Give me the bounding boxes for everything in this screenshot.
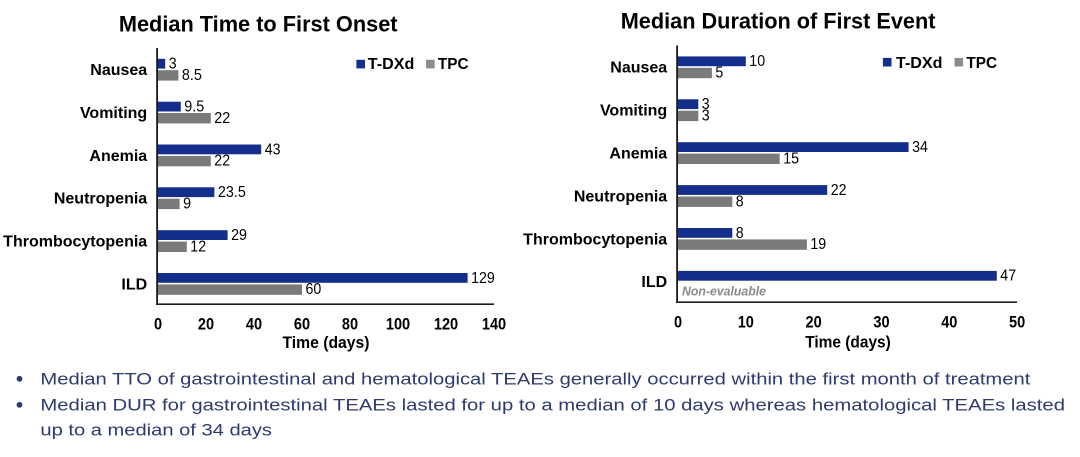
svg-text:Time (days): Time (days) — [805, 334, 891, 352]
svg-text:Vomiting: Vomiting — [80, 105, 147, 122]
svg-text:0: 0 — [674, 313, 682, 332]
svg-text:8.5: 8.5 — [182, 67, 202, 84]
svg-text:0: 0 — [154, 315, 162, 334]
svg-text:Thrombocytopenia: Thrombocytopenia — [523, 231, 667, 248]
svg-text:Neutropenia: Neutropenia — [54, 191, 147, 208]
svg-text:129: 129 — [471, 270, 495, 287]
svg-text:10: 10 — [749, 53, 765, 70]
svg-text:29: 29 — [231, 227, 247, 244]
svg-text:20: 20 — [198, 315, 214, 334]
svg-text:Time (days): Time (days) — [283, 334, 370, 352]
svg-text:19: 19 — [810, 236, 826, 253]
svg-text:80: 80 — [342, 315, 358, 334]
svg-text:T-DXd: T-DXd — [368, 56, 415, 73]
svg-text:Anemia: Anemia — [89, 148, 147, 165]
svg-text:9.5: 9.5 — [184, 99, 204, 116]
svg-text:8: 8 — [736, 225, 744, 242]
svg-text:22: 22 — [831, 182, 847, 199]
svg-text:8: 8 — [736, 193, 744, 210]
svg-text:3: 3 — [702, 108, 710, 125]
svg-text:43: 43 — [265, 141, 281, 158]
svg-text:120: 120 — [434, 315, 458, 334]
svg-text:ILD: ILD — [641, 274, 667, 291]
svg-text:30: 30 — [873, 313, 889, 332]
svg-text:Median DUR for gastrointestina: Median DUR for gastrointestinal TEAEs la… — [40, 397, 1065, 415]
svg-text:47: 47 — [1000, 268, 1016, 285]
svg-text:60: 60 — [294, 315, 310, 334]
svg-text:100: 100 — [386, 315, 410, 334]
svg-text:up to a median of 34 days: up to a median of 34 days — [40, 422, 272, 440]
svg-text:9: 9 — [183, 196, 191, 213]
svg-text:Vomiting: Vomiting — [600, 103, 667, 120]
svg-text:22: 22 — [214, 110, 230, 127]
svg-text:Nausea: Nausea — [90, 62, 147, 79]
svg-text:Median Duration of First Event: Median Duration of First Event — [621, 9, 936, 34]
svg-text:Nausea: Nausea — [610, 60, 667, 77]
svg-text:Non-evaluable: Non-evaluable — [682, 284, 766, 299]
svg-text:3: 3 — [702, 96, 710, 113]
svg-text:140: 140 — [482, 315, 506, 334]
svg-text:TPC: TPC — [438, 56, 469, 73]
svg-text:34: 34 — [912, 139, 928, 156]
svg-text:23.5: 23.5 — [218, 184, 246, 201]
svg-text:Median TTO of gastrointestinal: Median TTO of gastrointestinal and hemat… — [40, 371, 1031, 389]
svg-text:Median Time to First Onset: Median Time to First Onset — [119, 12, 398, 37]
svg-text:22: 22 — [214, 153, 230, 170]
svg-text:60: 60 — [306, 281, 322, 298]
svg-text:ILD: ILD — [121, 276, 147, 293]
svg-text:T-DXd: T-DXd — [896, 55, 943, 72]
svg-text:20: 20 — [806, 313, 822, 332]
svg-text:50: 50 — [1009, 313, 1025, 332]
svg-text:5: 5 — [715, 65, 723, 82]
svg-text:Thrombocytopenia: Thrombocytopenia — [3, 233, 147, 250]
svg-text:10: 10 — [738, 313, 754, 332]
svg-text:12: 12 — [190, 238, 206, 255]
svg-text:40: 40 — [941, 313, 957, 332]
svg-text:Neutropenia: Neutropenia — [574, 188, 667, 205]
svg-text:15: 15 — [783, 150, 799, 167]
svg-text:TPC: TPC — [966, 55, 997, 72]
svg-text:40: 40 — [246, 315, 262, 334]
svg-text:Anemia: Anemia — [609, 146, 667, 163]
svg-text:3: 3 — [169, 56, 177, 73]
